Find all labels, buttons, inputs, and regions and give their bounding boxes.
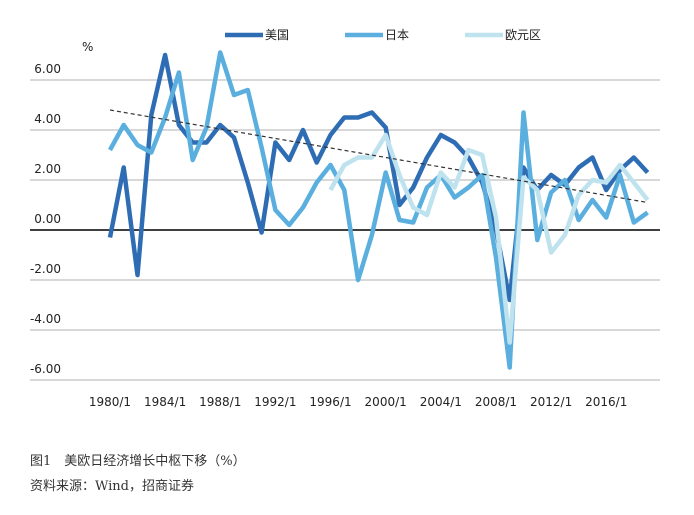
source: 资料来源：Wind，招商证券 [30, 478, 194, 494]
x-tick-label: 2008/1 [475, 395, 517, 409]
x-tick-label: 1980/1 [89, 395, 131, 409]
x-tick-label: 1992/1 [254, 395, 296, 409]
y-tick-label: -2.00 [30, 262, 61, 276]
y-tick-label: 4.00 [34, 112, 61, 126]
series-line [328, 132, 650, 345]
x-tick-label: 2016/1 [585, 395, 627, 409]
x-tick-label: 1988/1 [199, 395, 241, 409]
y-tick-label: 2.00 [34, 162, 61, 176]
x-tick-label: 1984/1 [144, 395, 186, 409]
y-tick-label: 0.00 [34, 212, 61, 226]
y-tick-label: -6.00 [30, 362, 61, 376]
y-unit: % [82, 40, 93, 54]
x-tick-label: 2012/1 [530, 395, 572, 409]
legend-label: 美国 [265, 28, 289, 42]
y-tick-label: 6.00 [34, 62, 61, 76]
series-line [107, 52, 650, 303]
series-line [108, 50, 649, 370]
x-tick-label: 1996/1 [309, 395, 351, 409]
y-tick-label: -4.00 [30, 312, 61, 326]
x-tick-label: 2004/1 [420, 395, 462, 409]
legend-label: 日本 [385, 28, 409, 42]
x-tick-label: 2000/1 [365, 395, 407, 409]
legend-label: 欧元区 [505, 28, 541, 42]
caption: 图1 美欧日经济增长中枢下移（%） [30, 454, 246, 469]
